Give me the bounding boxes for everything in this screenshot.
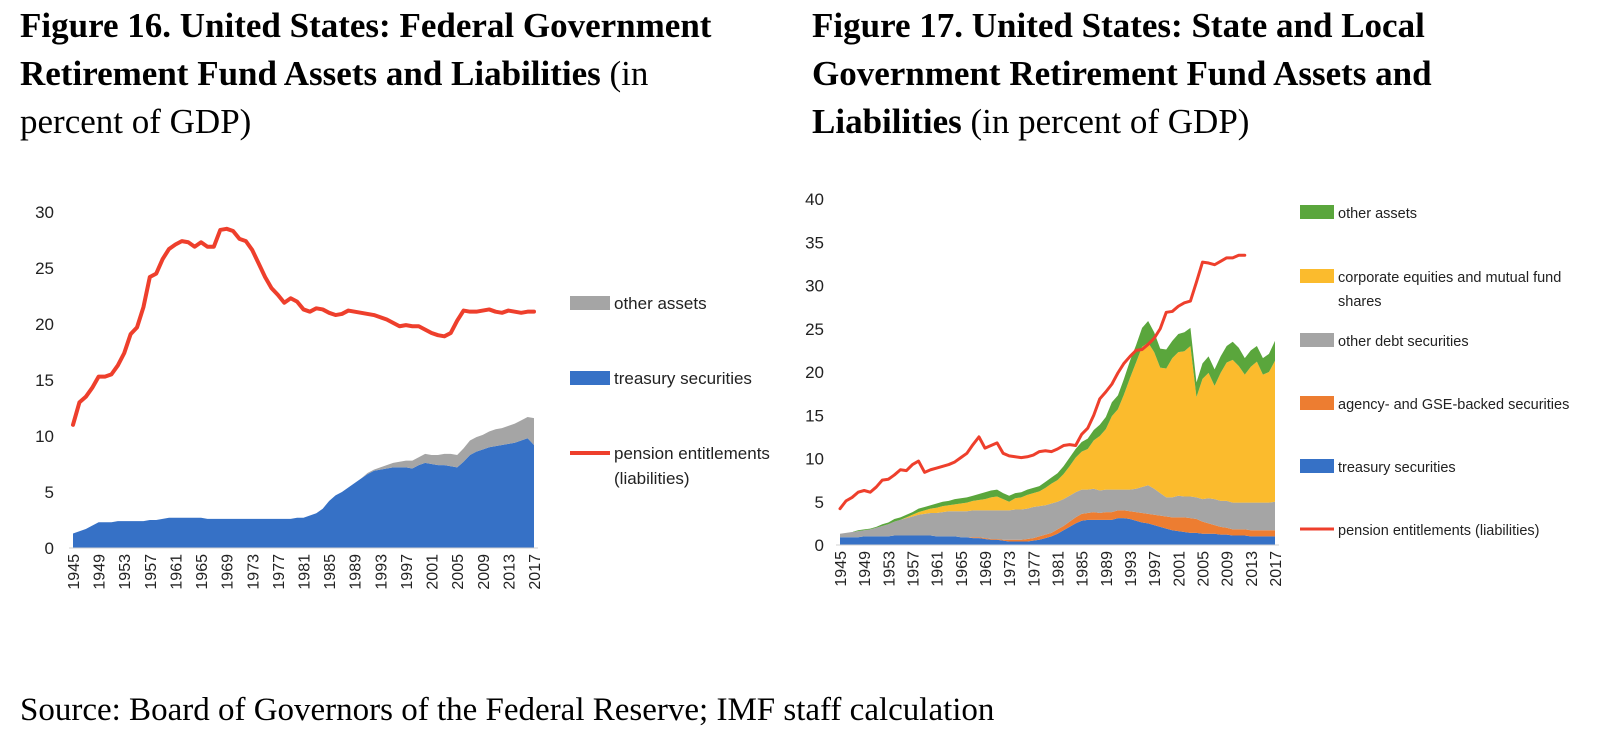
y-tick-label: 5 [45,483,54,502]
source-note: Source: Board of Governors of the Federa… [20,692,995,728]
y-tick-label: 40 [805,190,824,209]
area-other-debt-securities [840,485,1275,540]
y-tick-label: 30 [805,277,824,296]
x-tick-label: 2001 [1171,551,1188,587]
figure-16-title-bold: Figure 16. United States: Federal Govern… [20,6,712,93]
y-tick-label: 5 [815,493,824,512]
y-tick-label: 10 [805,450,824,469]
y-tick-label: 0 [45,539,54,558]
area-treasury-securities [73,438,534,548]
x-tick-label: 1969 [220,554,237,590]
x-tick-label: 1953 [117,554,134,590]
legend-swatch-other-assets [570,296,610,310]
x-tick-label: 2017 [1268,551,1285,587]
x-tick-label: 2017 [527,554,544,590]
x-tick-label: 1993 [1123,551,1140,587]
legend-label-agency-and-gse-backed-securities: agency- and GSE-backed securities [1338,397,1569,413]
y-tick-label: 25 [805,320,824,339]
x-tick-label: 2005 [1196,551,1213,587]
x-tick-label: 1985 [322,554,339,590]
x-tick-label: 1961 [168,554,185,590]
y-tick-label: 10 [35,427,54,446]
area-corporate-equities-and-mutual-fund-shares [840,342,1275,534]
figure-16-title-unit: (in percent of GDP) [20,54,649,141]
x-tick-label: 1981 [1051,551,1068,587]
figure-17-title-bold: Figure 17. United States: State and Loca… [812,6,1432,141]
area-treasury-securities [840,518,1275,545]
y-tick-label: 15 [805,406,824,425]
y-tick-label: 35 [805,233,824,252]
legend-swatch-treasury-securities [570,371,610,385]
x-tick-label: 1945 [66,554,83,590]
x-tick-label: 1965 [194,554,211,590]
legend-label-pension-entitlements-liabilities: pension entitlements (liabilities) [614,444,770,488]
x-tick-label: 1957 [143,554,160,590]
x-tick-label: 1965 [954,551,971,587]
legend-label-pension-entitlements-liabilities: pension entitlements (liabilities) [1338,523,1540,539]
y-tick-label: 30 [35,203,54,222]
legend-label-treasury-securities: treasury securities [614,369,752,388]
figure-17-chart: 0 5 10 15 20 25 30 35 40 1945 1949 1953 1957 1961 1965… [805,190,1569,587]
y-tick-label: 25 [35,259,54,278]
x-tick-label: 1957 [906,551,923,587]
figure-16-title: Figure 16. United States: Federal Govern… [20,2,740,146]
x-tick-label: 2001 [425,554,442,590]
legend-swatch-treasury-securities [1300,459,1334,473]
legend-label-corporate-equities-and-mutual-fund-shares: corporate equities and mutual fund shares [1338,270,1561,310]
y-tick-label: 15 [35,371,54,390]
x-tick-label: 2009 [476,554,493,590]
x-tick-label: 1977 [271,554,288,590]
x-tick-label: 2009 [1220,551,1237,587]
x-tick-label: 1949 [857,551,874,587]
x-tick-label: 1989 [348,554,365,590]
x-tick-label: 1969 [978,551,995,587]
x-tick-label: 1985 [1075,551,1092,587]
x-tick-label: 1997 [399,554,416,590]
x-tick-label: 1949 [92,554,109,590]
legend-swatch-corporate-equities-and-mutual-fund-shares [1300,269,1334,283]
y-tick-label: 0 [815,536,824,555]
x-tick-label: 1961 [930,551,947,587]
legend-swatch-other-debt-securities [1300,333,1334,347]
x-tick-label: 1977 [1026,551,1043,587]
x-tick-label: 1953 [881,551,898,587]
x-tick-label: 1973 [1002,551,1019,587]
legend-label-other-debt-securities: other debt securities [1338,334,1469,350]
legend-label-treasury-securities: treasury securities [1338,460,1456,476]
x-tick-label: 1973 [245,554,262,590]
x-tick-label: 2013 [1244,551,1261,587]
figure-17-title: Figure 17. United States: State and Loca… [812,2,1572,146]
legend-swatch-other-assets [1300,205,1334,219]
line-pension-entitlements-liabilities [838,253,1247,511]
x-tick-label: 1981 [297,554,314,590]
line-pension-entitlements-liabilities [71,226,536,427]
area-agency-and-gse-backed-securities [840,510,1275,542]
x-tick-label: 1989 [1099,551,1116,587]
figure-17-title-unit: (in percent of GDP) [970,102,1250,141]
y-tick-label: 20 [805,363,824,382]
figure-16-chart: 0 5 10 15 20 25 30 1945 1949 1953 1957 1961 1965 1969… [35,203,770,590]
x-tick-label: 2013 [501,554,518,590]
legend-label-other-assets: other assets [614,294,707,313]
legend-label-other-assets: other assets [1338,206,1417,222]
x-tick-label: 2005 [450,554,467,590]
x-tick-label: 1993 [373,554,390,590]
x-tick-label: 1997 [1147,551,1164,587]
x-tick-label: 1945 [833,551,850,587]
y-tick-label: 20 [35,315,54,334]
legend-swatch-agency-and-gse-backed-securities [1300,396,1334,410]
